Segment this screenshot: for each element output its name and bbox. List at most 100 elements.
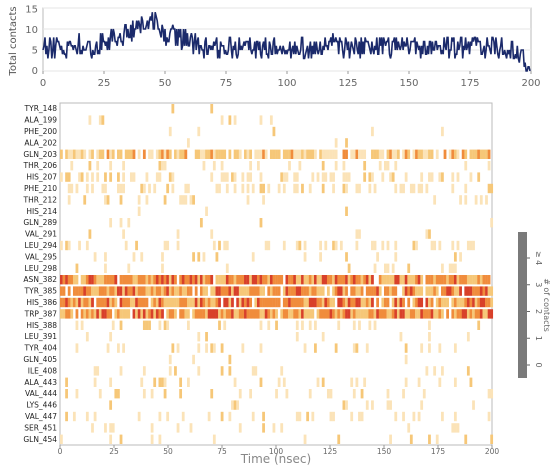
heatmap-cell	[409, 275, 413, 285]
heatmap-cell	[85, 286, 89, 296]
heatmap-cell	[474, 309, 478, 319]
heatmap-cell	[373, 263, 377, 273]
heatmap-cell	[435, 297, 439, 308]
heatmap-cell	[433, 309, 437, 319]
heatmap-cell	[145, 195, 149, 205]
heatmap-cell	[402, 297, 405, 308]
heatmap-row	[91, 423, 460, 433]
heatmap-cell	[441, 366, 444, 376]
heatmap-cell	[223, 172, 227, 182]
heatmap-cell	[306, 275, 310, 285]
heatmap-cell	[140, 286, 144, 296]
heatmap-cell	[417, 377, 421, 387]
heatmap-cell	[386, 309, 390, 319]
heatmap-cell	[466, 366, 470, 376]
heatmap-cell	[124, 286, 128, 296]
heatmap-cell	[142, 309, 146, 319]
heatmap-cell	[132, 286, 136, 296]
heatmap-cell	[428, 309, 431, 319]
heatmap-cell	[272, 149, 276, 159]
heatmap-cell	[308, 275, 312, 285]
heatmap-cell	[220, 275, 224, 285]
heatmap-cell	[308, 297, 312, 308]
heatmap-cell	[259, 218, 263, 228]
heatmap-cell	[205, 206, 208, 216]
heatmap-cell	[384, 297, 387, 308]
heatmap-cell	[132, 252, 136, 262]
heatmap-cell	[223, 240, 227, 251]
heatmap-cell	[339, 240, 343, 251]
heatmap-cell	[461, 275, 465, 285]
heatmap-row	[88, 229, 431, 239]
heatmap-cell	[389, 400, 392, 410]
heatmap-cell	[109, 161, 113, 171]
heatmap-row-label: GLN_454	[23, 435, 57, 444]
heatmap-row-label: ASN_382	[23, 275, 57, 284]
heatmap-cell	[168, 275, 172, 285]
heatmap-cell	[396, 149, 400, 159]
heatmap-cell	[303, 343, 307, 353]
heatmap-cell	[404, 149, 408, 159]
heatmap-cell	[163, 195, 167, 205]
heatmap-cell	[199, 275, 203, 285]
heatmap-cell	[256, 149, 260, 159]
heatmap-cell	[181, 195, 185, 205]
heatmap-cell	[119, 309, 123, 319]
heatmap-cell	[345, 309, 348, 319]
heatmap-cell	[192, 252, 195, 262]
heatmap-cell	[282, 377, 286, 387]
heatmap-cell	[119, 275, 123, 285]
heatmap-cell	[469, 286, 473, 296]
heatmap-cell	[119, 195, 123, 205]
heatmap-cell	[262, 309, 265, 319]
heatmap-cell	[148, 320, 151, 330]
heatmap-cell	[168, 286, 172, 296]
line-y-ticks: 0 5 10 15	[25, 5, 38, 78]
heatmap-cell	[80, 297, 84, 308]
heatmap-cell	[288, 149, 291, 159]
heatmap-cell	[272, 275, 276, 285]
heatmap-cell	[218, 320, 221, 330]
heatmap-cell	[290, 297, 294, 308]
heatmap-cell	[347, 297, 351, 308]
heatmap-cell	[453, 286, 457, 296]
heatmap-cell	[420, 183, 424, 194]
heatmap-cell	[428, 172, 431, 182]
heatmap-cell	[316, 286, 320, 296]
heatmap-cell	[301, 320, 304, 330]
heatmap-cell	[241, 343, 245, 353]
heatmap-cell	[78, 240, 81, 251]
heatmap-cell	[464, 286, 468, 296]
heatmap-cell	[60, 434, 63, 444]
heatmap-cell	[104, 183, 107, 194]
heatmap-cell	[422, 309, 426, 319]
heatmap-cell	[91, 149, 94, 159]
heatmap-cell	[67, 172, 71, 182]
heatmap-cell	[251, 183, 255, 194]
heatmap-cell	[122, 297, 125, 308]
heatmap-cell	[451, 275, 455, 285]
heatmap-cell	[98, 115, 102, 125]
heatmap-cell	[464, 297, 468, 308]
heatmap-cell	[342, 161, 346, 171]
x-tick-label: 125	[323, 447, 338, 456]
heatmap-cell	[456, 286, 460, 296]
heatmap-cell	[225, 172, 229, 182]
heatmap-cell	[417, 286, 421, 296]
heatmap-cell	[295, 183, 299, 194]
heatmap-cell	[233, 377, 237, 387]
heatmap-cell	[163, 286, 167, 296]
heatmap-cell	[228, 286, 232, 296]
heatmap-cell	[371, 309, 374, 319]
heatmap-cell	[345, 172, 348, 182]
heatmap-cell	[350, 411, 354, 422]
heatmap-cell	[358, 286, 361, 296]
heatmap-cell	[453, 149, 457, 159]
heatmap-cell	[311, 411, 315, 422]
heatmap-cell	[368, 320, 372, 330]
heatmap-cell	[308, 320, 312, 330]
heatmap-cell	[443, 286, 447, 296]
heatmap-cell	[194, 286, 198, 296]
heatmap-cell	[293, 286, 297, 296]
heatmap-cell	[446, 309, 449, 319]
